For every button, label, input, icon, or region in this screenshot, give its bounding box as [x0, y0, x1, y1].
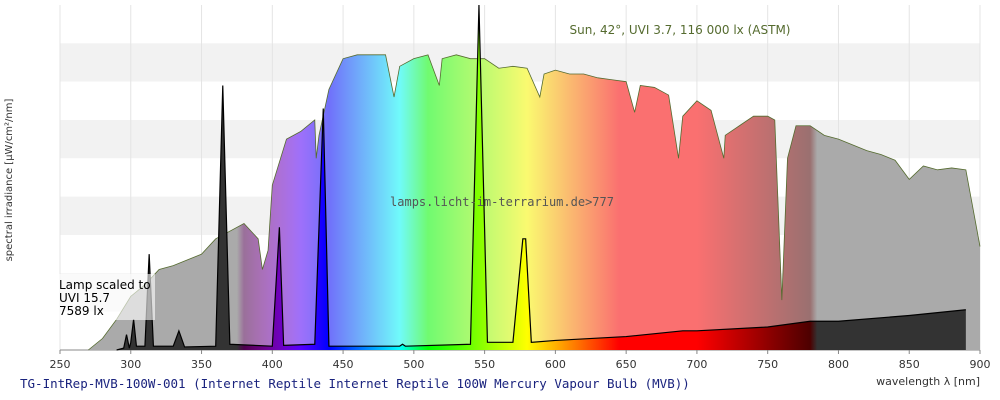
y-axis-label: spectral irradiance [µW/cm²/nm] [4, 98, 15, 261]
x-tick-label: 850 [899, 358, 920, 371]
x-tick-label: 650 [616, 358, 637, 371]
x-tick-label: 450 [333, 358, 354, 371]
x-tick-label: 300 [120, 358, 141, 371]
lamp-note: Lamp scaled to [59, 278, 151, 292]
label-box [57, 274, 155, 320]
x-tick-label: 250 [50, 358, 71, 371]
x-tick-label: 600 [545, 358, 566, 371]
x-axis-label: wavelength λ [nm] [876, 375, 980, 388]
x-tick-label: 400 [262, 358, 283, 371]
x-tick-label: 900 [970, 358, 991, 371]
watermark: lamps.licht-im-terrarium.de>777 [390, 195, 614, 209]
lamp-note: UVI 15.7 [59, 291, 110, 305]
x-tick-label: 550 [474, 358, 495, 371]
line [88, 54, 981, 351]
grid-band [60, 5, 980, 44]
plot [88, 4, 981, 351]
line [116, 4, 966, 351]
x-tick-label: 500 [403, 358, 424, 371]
x-tick-label: 700 [686, 358, 707, 371]
x-tick-label: 800 [828, 358, 849, 371]
area-fill [88, 54, 981, 350]
lamp-note: 7589 lx [59, 304, 104, 318]
chart-title: TG-IntRep-MVB-100W-001 (Internet Reptile… [20, 376, 690, 391]
sun-note: Sun, 42°, UVI 3.7, 116 000 lx (ASTM) [570, 23, 791, 37]
x-tick-label: 750 [757, 358, 778, 371]
x-tick-label: 350 [191, 358, 212, 371]
